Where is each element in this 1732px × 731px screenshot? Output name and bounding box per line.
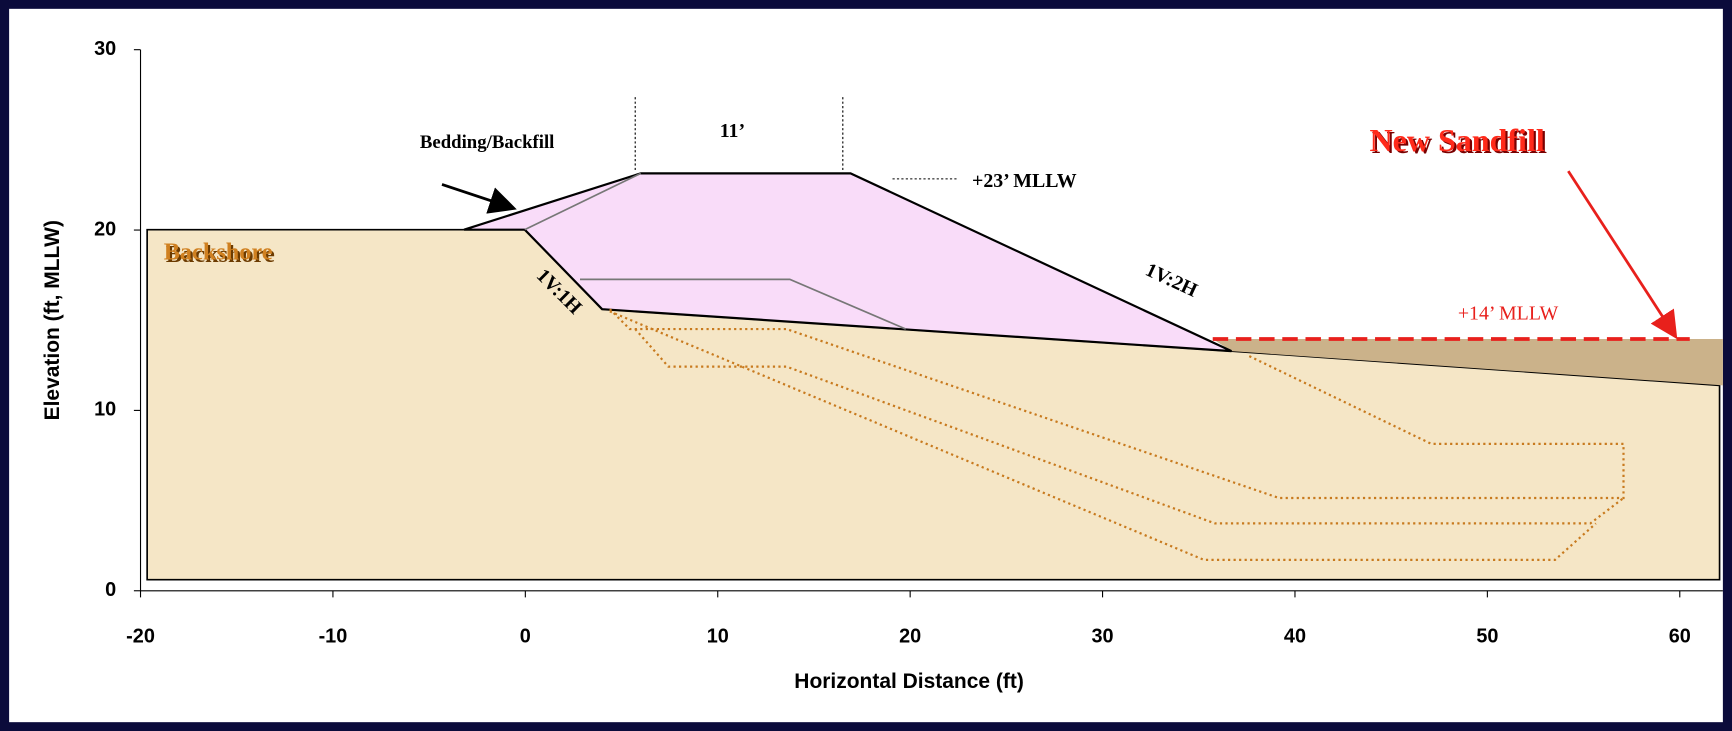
bedding-line <box>524 172 642 231</box>
annotation: 11’ <box>720 120 745 142</box>
inner-line <box>580 278 907 330</box>
x-tick-label: 20 <box>899 625 921 647</box>
arrow <box>441 183 517 214</box>
x-tick-label: 50 <box>1476 625 1498 647</box>
filter-layers <box>609 308 1625 561</box>
annotation-shadow: New Sandfill <box>1372 124 1547 160</box>
y-axis-label: Elevation (ft, MLLW) <box>41 220 64 420</box>
y-tick-label: 20 <box>94 218 116 240</box>
x-tick-label: 10 <box>707 625 729 647</box>
annotation: +14’ MLLW <box>1458 302 1559 324</box>
layer-2 <box>634 328 1625 525</box>
y-tick-label: 30 <box>94 38 116 60</box>
y-tick-label: 10 <box>94 399 116 421</box>
y-tick-label: 0 <box>105 579 116 601</box>
annotation-shadow: Backshore <box>166 241 275 268</box>
x-tick-label: 30 <box>1092 625 1114 647</box>
x-tick-label: 60 <box>1669 625 1691 647</box>
arrow <box>1567 170 1678 340</box>
annotation: +23’ MLLW <box>972 170 1077 192</box>
x-tick-label: -10 <box>319 625 348 647</box>
x-tick-label: 0 <box>520 625 531 647</box>
layer-3 <box>609 310 1597 561</box>
annotation: New Sandfill <box>1370 122 1545 158</box>
x-tick-label: -20 <box>126 625 155 647</box>
annotation: Bedding/Backfill <box>420 132 555 153</box>
new-sandfill <box>1212 338 1723 386</box>
x-tick-label: 40 <box>1284 625 1306 647</box>
x-axis-label: Horizontal Distance (ft) <box>794 670 1024 693</box>
annotation: Backshore <box>164 239 273 266</box>
